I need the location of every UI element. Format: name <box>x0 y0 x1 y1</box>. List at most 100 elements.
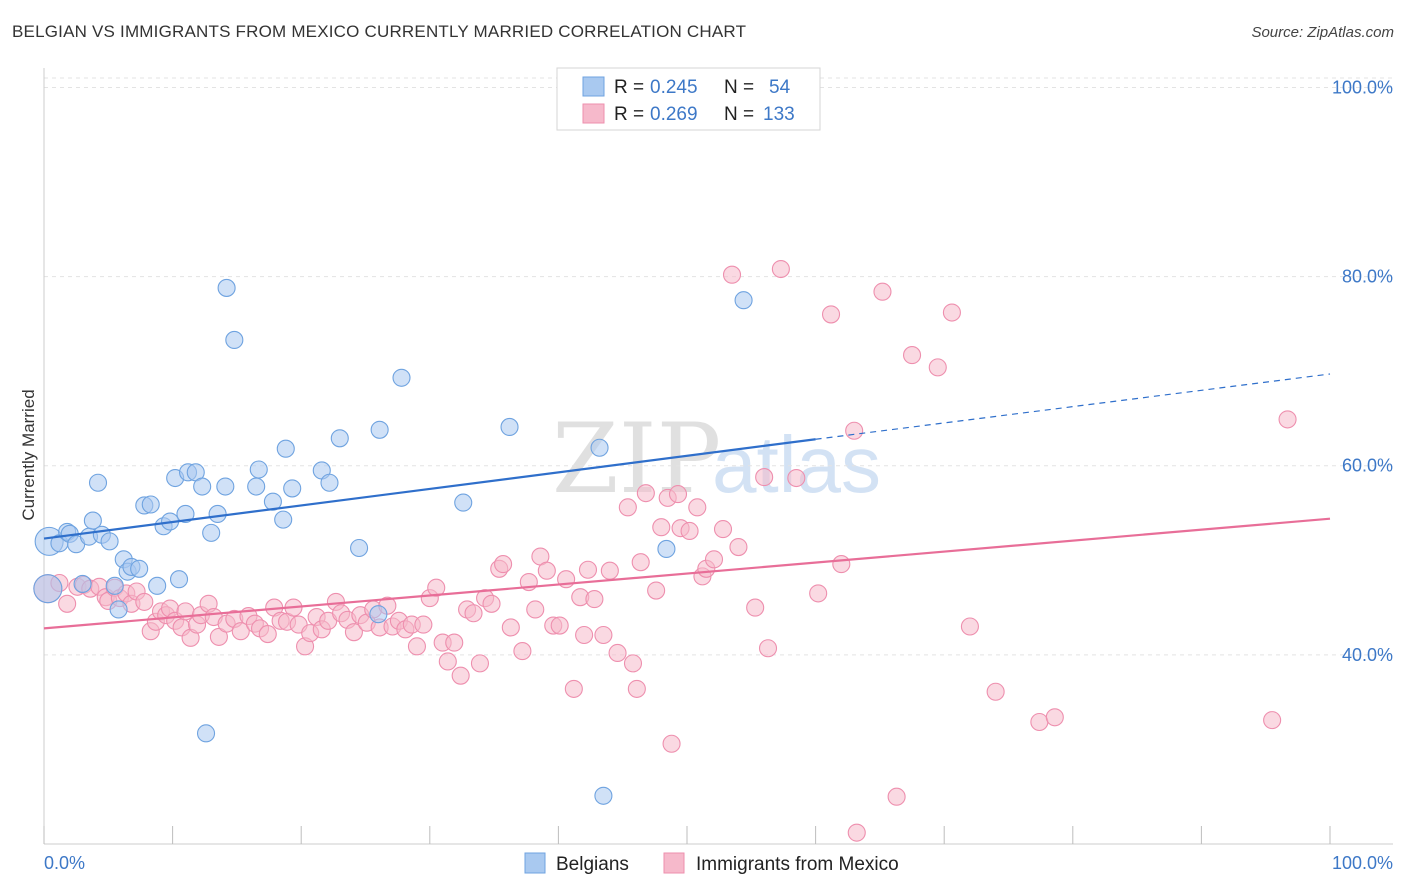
mexico-point <box>209 627 228 646</box>
y-tick-label: 60.0% <box>1342 456 1393 476</box>
mexico-point <box>631 553 650 572</box>
mexico-point <box>482 594 501 613</box>
y-tick-label: 100.0% <box>1332 77 1393 97</box>
mexico-point <box>960 617 979 636</box>
mexico-trend-line <box>43 517 1331 630</box>
mexico-point <box>729 538 748 557</box>
belgians-point <box>105 576 124 595</box>
mexico-point <box>618 498 637 517</box>
legend-swatch-belgians <box>582 76 605 97</box>
mexico-point <box>887 787 906 806</box>
mexico-point <box>451 666 470 685</box>
mexico-point <box>647 581 666 600</box>
mexico-point <box>494 555 513 574</box>
belgians-point <box>33 574 63 604</box>
y-axis-label: Currently Married <box>19 389 38 520</box>
belgians-point <box>274 510 293 529</box>
belgians-point <box>247 477 266 496</box>
bottom-legend-belgians: Belgians <box>556 854 629 875</box>
bottom-legend: Belgians Immigrants from Mexico <box>524 852 899 875</box>
mexico-point <box>662 734 681 753</box>
mexico-point <box>513 642 532 661</box>
belgians-point <box>196 724 216 743</box>
legend-n-value-1: 54 <box>769 77 791 98</box>
mexico-point <box>594 625 613 645</box>
legend: R = 0.245 N = 54 R = 0.269 N = 133 <box>556 67 821 131</box>
belgians-point <box>392 368 411 387</box>
belgians-point <box>283 479 302 498</box>
belgians-point <box>169 570 189 589</box>
watermark-zip: ZIP <box>552 403 721 515</box>
belgians-point <box>130 559 149 578</box>
mexico-point <box>928 358 947 377</box>
mexico-point <box>627 679 646 698</box>
belgians-point <box>216 477 235 496</box>
legend-r-value-2: 0.269 <box>650 104 698 125</box>
mexico-point <box>608 643 627 663</box>
x-tick-label-min: 0.0% <box>44 853 85 873</box>
bottom-legend-swatch-belgians <box>524 852 546 874</box>
mexico-point <box>1030 712 1049 732</box>
mexico-point <box>564 679 583 698</box>
mexico-point <box>438 652 457 671</box>
mexico-point <box>231 622 250 641</box>
mexico-point <box>746 598 765 617</box>
belgians-point <box>500 417 519 437</box>
mexico-point <box>501 618 520 637</box>
bottom-legend-mexico: Immigrants from Mexico <box>696 854 899 875</box>
mexico-point <box>537 561 556 580</box>
mexico-point <box>414 615 433 634</box>
belgians-point <box>100 532 119 551</box>
mexico-point <box>636 484 655 503</box>
legend-r-label-1: R = <box>614 77 644 98</box>
mexico-point <box>344 623 363 642</box>
mexico-point <box>600 561 619 580</box>
gridlines: 40.0% 60.0% 80.0% 100.0% <box>44 77 1393 665</box>
axes <box>43 68 1393 845</box>
mexico-point <box>845 421 864 440</box>
mexico-point <box>942 303 961 322</box>
mexico-point <box>258 625 277 644</box>
belgians-point <box>73 574 92 593</box>
y-tick-label: 40.0% <box>1342 645 1393 665</box>
mexico-point <box>722 265 742 284</box>
belgians-point <box>320 473 339 492</box>
mexico-point <box>470 654 490 673</box>
belgians-point <box>249 460 268 479</box>
belgians-point <box>176 504 195 524</box>
mexico-point <box>1045 708 1064 727</box>
mexico-point <box>585 590 604 609</box>
belgians-point <box>202 523 221 542</box>
belgians-point <box>350 538 369 558</box>
mexico-point <box>58 594 77 613</box>
source-label: Source: ZipAtlas.com <box>1251 24 1394 41</box>
legend-n-value-2: 133 <box>763 104 795 125</box>
legend-r-value-1: 0.245 <box>650 77 698 98</box>
mexico-point <box>445 633 464 652</box>
belgians-point <box>217 278 236 297</box>
mexico-point <box>986 682 1005 701</box>
belgians-point <box>208 504 227 524</box>
belgians-point <box>141 495 160 514</box>
belgians-trend-line <box>43 438 816 540</box>
mexico-point <box>1263 711 1282 730</box>
legend-r-label-2: R = <box>614 104 644 125</box>
legend-swatch-mexico <box>582 103 605 124</box>
belgians-point <box>454 493 473 512</box>
belgians-point <box>109 600 128 619</box>
legend-n-label-2: N = <box>724 104 754 125</box>
y-tick-label: 80.0% <box>1342 267 1393 287</box>
mexico-point <box>668 485 688 504</box>
belgians-point <box>276 439 295 458</box>
mexico-point <box>680 521 699 541</box>
mexico-point <box>809 584 828 603</box>
belgians-point <box>594 786 613 805</box>
mexico-point <box>578 560 598 579</box>
belgians-point <box>590 438 609 457</box>
legend-n-label-1: N = <box>724 77 754 98</box>
mexico-point <box>407 637 426 656</box>
trend-lines <box>43 373 1331 630</box>
mexico-point <box>873 282 892 301</box>
belgians-point <box>148 576 167 595</box>
